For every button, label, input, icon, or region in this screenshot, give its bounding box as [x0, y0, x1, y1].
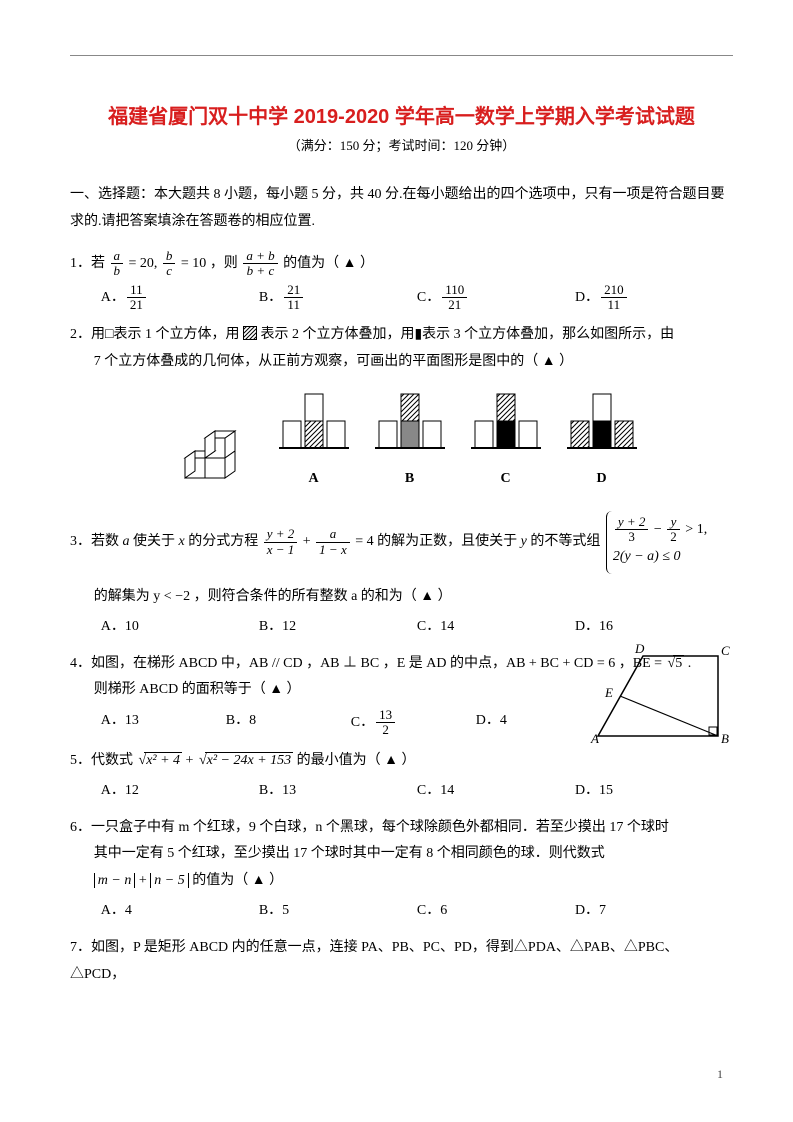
q1-frac3: a + bb + c [243, 249, 277, 279]
page-number: 1 [717, 1067, 723, 1082]
q3-options: A．10 B．12 C．14 D．16 [70, 614, 733, 641]
q3-opt-c: C．14 [417, 614, 575, 641]
q5-stem: 5．代数式 x² + 4 + x² − 24x + 153 的最小值为（ ▲ ） [70, 753, 416, 768]
q2-option-b-fig: B [373, 390, 447, 493]
q2-3d-figure [165, 413, 255, 493]
q3-opt-a: A．10 [101, 614, 259, 641]
q2-option-d-fig: D [565, 390, 639, 493]
question-3: 3．若数 a 使关于 x 的分式方程 y + 2x − 1 + a1 − x =… [70, 511, 733, 641]
q6-stem-line1: 6．一只盒子中有 m 个红球，9 个白球，n 个黑球，每个球除颜色外都相同．若至… [70, 820, 669, 835]
q2-stem-line2: 7 个立方体叠成的几何体，从正前方观察，可画出的平面图形是图中的（ ▲ ） [70, 349, 733, 376]
q1-eq2v: = 10 [181, 256, 206, 271]
q5-opt-c: C．14 [417, 778, 575, 805]
q3-opt-b: B．12 [259, 614, 417, 641]
q6-opt-c: C．6 [417, 898, 575, 925]
exam-title: 福建省厦门双十中学 2019-2020 学年高一数学上学期入学考试试题 [70, 100, 733, 129]
top-rule [70, 55, 733, 56]
q1-mid: ，则 [210, 256, 238, 271]
q4-opt-b: B．8 [226, 708, 351, 738]
q2-stem-line1: 2．用□表示 1 个立方体，用 表示 2 个立方体叠加，用▮表示 3 个立方体叠… [70, 327, 674, 342]
q2-option-c-fig: C [469, 390, 543, 493]
q1-tail: 的值为（ ▲ ） [283, 256, 374, 271]
q6-opt-a: A．4 [101, 898, 259, 925]
q4-opt-a: A．13 [101, 708, 226, 738]
q6-options: A．4 B．5 C．6 D．7 [70, 898, 733, 925]
q5-opt-d: D．15 [575, 778, 733, 805]
question-2: 2．用□表示 1 个立方体，用 表示 2 个立方体叠加，用▮表示 3 个立方体叠… [70, 322, 733, 492]
q5-opt-b: B．13 [259, 778, 417, 805]
q1-frac2: bc [163, 249, 176, 279]
q3-stem-line2: 的解集为 y < −2 ，则符合条件的所有整数 a 的和为（ ▲ ） [70, 584, 733, 611]
q5-options: A．12 B．13 C．14 D．15 [70, 778, 733, 805]
q1-frac1: ab [111, 249, 124, 279]
q6-opt-b: B．5 [259, 898, 417, 925]
q5-opt-a: A．12 [101, 778, 259, 805]
q1-options: A．1121 B．2111 C．11021 D．21011 [70, 283, 733, 313]
question-4: 4．如图，在梯形 ABCD 中，AB // CD ，AB ⊥ BC ，E 是 A… [70, 651, 733, 738]
q2-option-a-fig: A [277, 390, 351, 493]
q1-eq1v: = 20, [129, 256, 158, 271]
q1-opt-a: A．1121 [101, 283, 259, 313]
section-1-heading: 一、选择题：本大题共 8 小题，每小题 5 分，共 40 分.在每小题给出的四个… [70, 182, 733, 235]
q3-opt-d: D．16 [575, 614, 733, 641]
exam-subtitle: （满分：150 分；考试时间：120 分钟） [70, 135, 733, 154]
q6-stem-line2: 其中一定有 5 个红球，至少摸出 17 个球时其中一定有 8 个相同颜色的球．则… [70, 841, 733, 868]
q3-stem-line1: 3．若数 a 使关于 x 的分式方程 y + 2x − 1 + a1 − x =… [70, 534, 707, 549]
q1-opt-b: B．2111 [259, 283, 417, 313]
q1-opt-c: C．11021 [417, 283, 575, 313]
svg-text:C: C [721, 643, 730, 658]
q6-stem-line3: m − n + n − 5 的值为（ ▲ ） [70, 868, 733, 895]
q4-opt-c: C．132 [351, 708, 476, 738]
svg-text:A: A [590, 731, 599, 746]
q2-diagrams: A B [70, 390, 733, 493]
q1-stem: 1．若 ab = 20, bc = 10 ，则 a + bb + c 的值为（ … [70, 249, 733, 279]
q3-system: y + 23 − y2 > 1, 2(y − a) ≤ 0 [606, 511, 707, 574]
svg-text:E: E [604, 685, 613, 700]
question-6: 6．一只盒子中有 m 个红球，9 个白球，n 个黑球，每个球除颜色外都相同．若至… [70, 815, 733, 925]
q7-stem: 7．如图，P 是矩形 ABCD 内的任意一点，连接 PA、PB、PC、PD，得到… [70, 940, 678, 982]
question-5: 5．代数式 x² + 4 + x² − 24x + 153 的最小值为（ ▲ ）… [70, 748, 733, 805]
q4-figure: A B C D E [583, 641, 733, 751]
question-7: 7．如图，P 是矩形 ABCD 内的任意一点，连接 PA、PB、PC、PD，得到… [70, 935, 733, 988]
question-1: 1．若 ab = 20, bc = 10 ，则 a + bb + c 的值为（ … [70, 249, 733, 312]
q1-opt-d: D．21011 [575, 283, 733, 313]
svg-text:D: D [634, 641, 645, 656]
hatch-icon [243, 326, 257, 340]
q1-prefix: 1．若 [70, 256, 105, 271]
svg-text:B: B [721, 731, 729, 746]
q6-opt-d: D．7 [575, 898, 733, 925]
q4-options: A．13 B．8 C．132 D．4 [70, 708, 601, 738]
page: 福建省厦门双十中学 2019-2020 学年高一数学上学期入学考试试题 （满分：… [0, 0, 793, 1122]
